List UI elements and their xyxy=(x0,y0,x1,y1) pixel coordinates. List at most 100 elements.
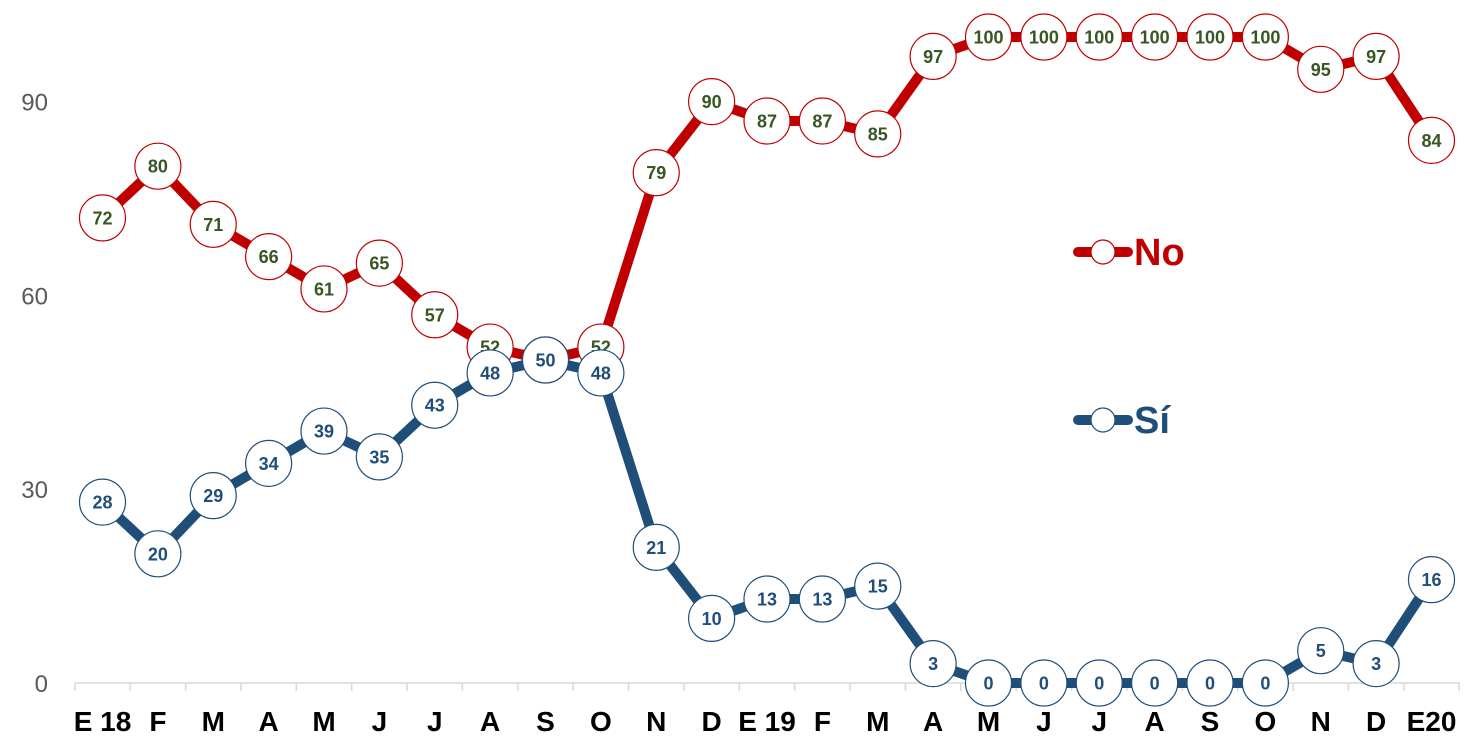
data-label: 95 xyxy=(1311,60,1331,80)
x-tick-label: F xyxy=(149,706,166,737)
y-tick-label: 60 xyxy=(21,283,48,310)
x-tick-label: M xyxy=(977,706,1000,737)
data-point xyxy=(1020,659,1068,707)
data-label: 28 xyxy=(92,493,112,513)
data-point xyxy=(1186,659,1234,707)
data-point xyxy=(743,575,791,623)
data-label: 79 xyxy=(646,163,666,183)
data-point xyxy=(411,381,459,429)
y-tick-label: 90 xyxy=(21,90,48,117)
data-label: 35 xyxy=(369,447,389,467)
data-point xyxy=(134,530,182,578)
x-tick-label: E 18 xyxy=(74,706,132,737)
data-point xyxy=(355,239,403,287)
data-point xyxy=(1297,45,1345,93)
data-label: 65 xyxy=(369,254,389,274)
x-tick-label: E20 xyxy=(1407,706,1457,737)
data-point xyxy=(854,110,902,158)
data-point xyxy=(78,478,127,526)
data-point xyxy=(632,149,680,197)
data-label: 85 xyxy=(868,124,888,144)
data-point xyxy=(854,562,902,610)
data-point xyxy=(577,349,625,397)
data-point xyxy=(134,142,182,190)
x-tick-label: D xyxy=(702,706,722,737)
x-tick-label: O xyxy=(590,706,612,737)
data-label: 5 xyxy=(1316,641,1326,661)
data-label: 80 xyxy=(148,157,168,177)
data-label: 43 xyxy=(425,396,445,416)
data-label: 50 xyxy=(535,351,555,371)
y-tick-label: 30 xyxy=(21,477,48,504)
data-point xyxy=(909,32,957,80)
data-point xyxy=(1020,13,1068,61)
series-si: 28 20 29 34 39 35 43 48 50 48 21 10 13 13 15 3 0 0 0 0 0 0 5 3 1… xyxy=(78,336,1456,707)
data-point xyxy=(1407,556,1456,604)
data-point xyxy=(1131,659,1179,707)
data-label: 39 xyxy=(314,422,334,442)
data-point xyxy=(1352,32,1400,80)
data-label: 97 xyxy=(1366,47,1386,67)
legend-label: No xyxy=(1134,232,1185,274)
x-tick-label: A xyxy=(480,706,500,737)
legend-item-si: Sí xyxy=(1073,400,1171,442)
data-label: 100 xyxy=(1029,28,1059,48)
data-point xyxy=(78,194,127,242)
x-tick-label: F xyxy=(814,706,831,737)
data-label: 34 xyxy=(259,454,279,474)
x-tick-label: O xyxy=(1254,706,1276,737)
data-point xyxy=(189,472,237,520)
data-point xyxy=(1407,116,1456,164)
data-label: 100 xyxy=(1195,28,1225,48)
data-point xyxy=(1241,13,1289,61)
series-line xyxy=(97,32,1437,365)
x-tick-label: J xyxy=(1036,706,1052,737)
data-point xyxy=(245,439,293,487)
data-point xyxy=(964,13,1013,61)
data-label: 84 xyxy=(1421,131,1441,151)
data-point xyxy=(521,336,570,384)
data-point xyxy=(1352,640,1400,688)
data-point xyxy=(964,659,1013,707)
x-tick-label: M xyxy=(312,706,335,737)
x-tick-label: D xyxy=(1366,706,1386,737)
data-point xyxy=(1241,659,1289,707)
data-point xyxy=(466,349,514,397)
data-label: 16 xyxy=(1421,570,1441,590)
data-label: 90 xyxy=(702,92,722,112)
data-point xyxy=(688,594,736,643)
data-point xyxy=(632,523,680,571)
data-label: 13 xyxy=(757,590,777,610)
x-tick-label: M xyxy=(202,706,225,737)
x-tick-label: A xyxy=(1145,706,1165,737)
legend-marker-icon xyxy=(1090,407,1116,433)
data-label: 61 xyxy=(314,279,334,299)
data-label: 48 xyxy=(480,363,500,383)
data-point xyxy=(1131,13,1179,61)
data-point xyxy=(798,97,846,145)
data-label: 15 xyxy=(868,577,888,597)
x-tick-label: S xyxy=(1201,706,1220,737)
data-label: 0 xyxy=(1094,674,1104,694)
data-label: 66 xyxy=(259,247,279,267)
x-tick-label: N xyxy=(646,706,666,737)
x-tick-label: A xyxy=(259,706,279,737)
data-point xyxy=(300,265,348,313)
data-label: 0 xyxy=(1039,674,1049,694)
data-point xyxy=(300,407,348,455)
data-point xyxy=(798,575,846,623)
data-label: 72 xyxy=(92,208,112,228)
x-tick-label: M xyxy=(866,706,889,737)
x-tick-label: J xyxy=(427,706,443,737)
data-point xyxy=(189,200,237,248)
data-label: 100 xyxy=(1140,28,1170,48)
data-point xyxy=(1297,627,1345,675)
legend-label: Sí xyxy=(1134,400,1171,442)
data-label: 100 xyxy=(1250,28,1280,48)
x-tick-label: N xyxy=(1311,706,1331,737)
data-label: 20 xyxy=(148,544,168,564)
data-label: 0 xyxy=(1260,674,1270,694)
data-label: 29 xyxy=(203,486,223,506)
